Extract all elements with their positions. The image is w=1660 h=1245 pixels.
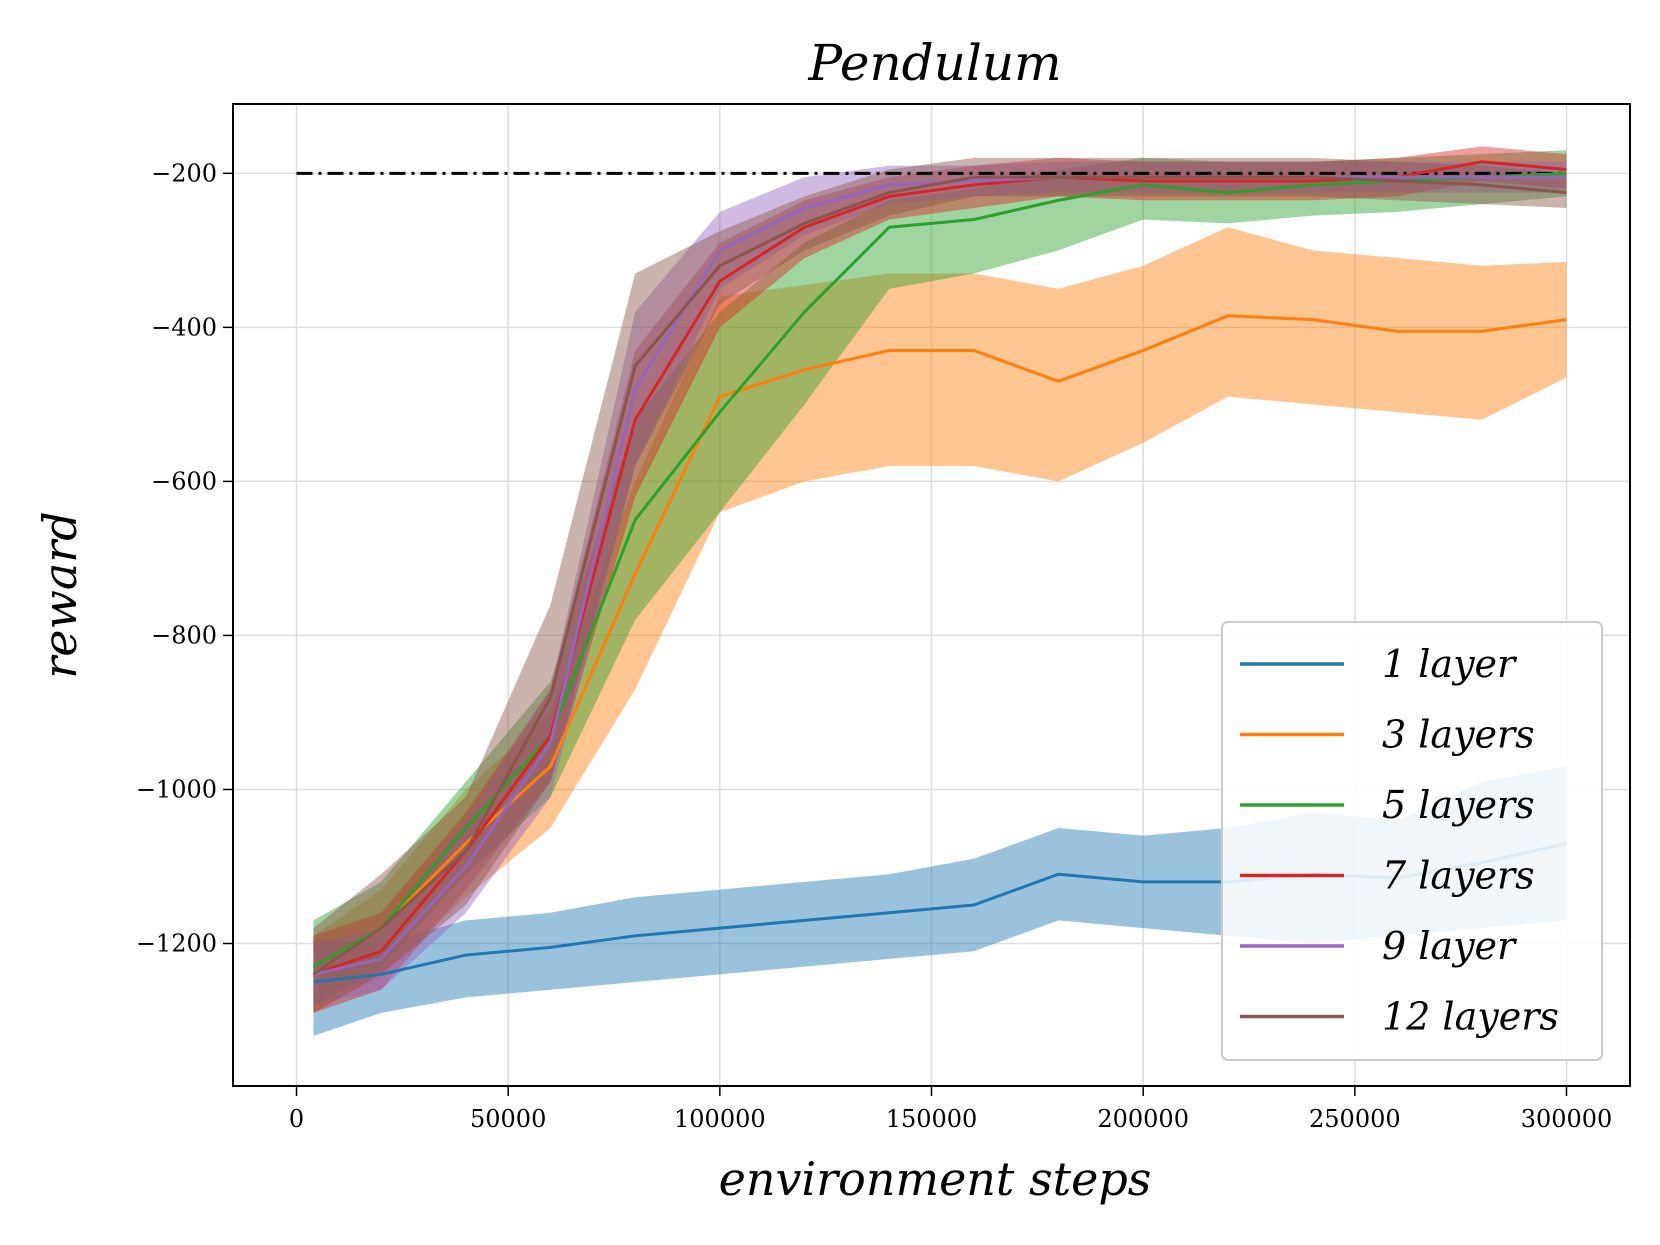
series-line <box>312 175 1567 976</box>
x-tick-label: 0 <box>289 1105 304 1133</box>
legend-box <box>1221 621 1603 1061</box>
x-tick-label: 100000 <box>674 1105 766 1133</box>
series-line <box>312 171 1567 968</box>
x-tick-label: 250000 <box>1309 1105 1401 1133</box>
y-tick-label: −600 <box>151 467 217 495</box>
y-tick-label: −1200 <box>136 930 217 958</box>
x-tick-label: 50000 <box>470 1105 546 1133</box>
y-tick-label: −800 <box>151 621 217 649</box>
legend-label: 3 layers <box>1382 713 1535 757</box>
legend-label: 1 layer <box>1382 642 1518 686</box>
series-lines <box>312 160 1567 984</box>
x-tick-label: 150000 <box>886 1105 978 1133</box>
y-axis-label: reward <box>33 511 87 678</box>
x-axis-ticks: 0 50000 100000 150000 200000 250000 300000 <box>289 1086 1612 1133</box>
legend-label: 5 layers <box>1382 783 1535 827</box>
y-tick-label: −400 <box>151 313 217 341</box>
confidence-band <box>313 157 1567 1013</box>
y-tick-label: −1000 <box>136 775 217 803</box>
legend-label: 7 layers <box>1382 854 1535 898</box>
x-tick-label: 200000 <box>1097 1105 1189 1133</box>
y-axis-ticks: −200 −400 −600 −800 −1000 −1200 <box>136 159 233 958</box>
legend-label: 9 layer <box>1382 924 1518 968</box>
chart-title: Pendulum <box>807 34 1061 92</box>
x-tick-label: 300000 <box>1521 1105 1613 1133</box>
legend-label: 12 layers <box>1382 995 1559 1039</box>
confidence-band <box>313 161 1567 1006</box>
confidence-band <box>313 227 1567 1013</box>
y-tick-label: −200 <box>151 159 217 187</box>
x-axis-label: environment steps <box>719 1152 1152 1206</box>
series-line <box>313 175 1567 976</box>
legend: 1 layer 3 layers 5 layers 7 layers 9 layer 12… <box>1221 621 1603 1061</box>
